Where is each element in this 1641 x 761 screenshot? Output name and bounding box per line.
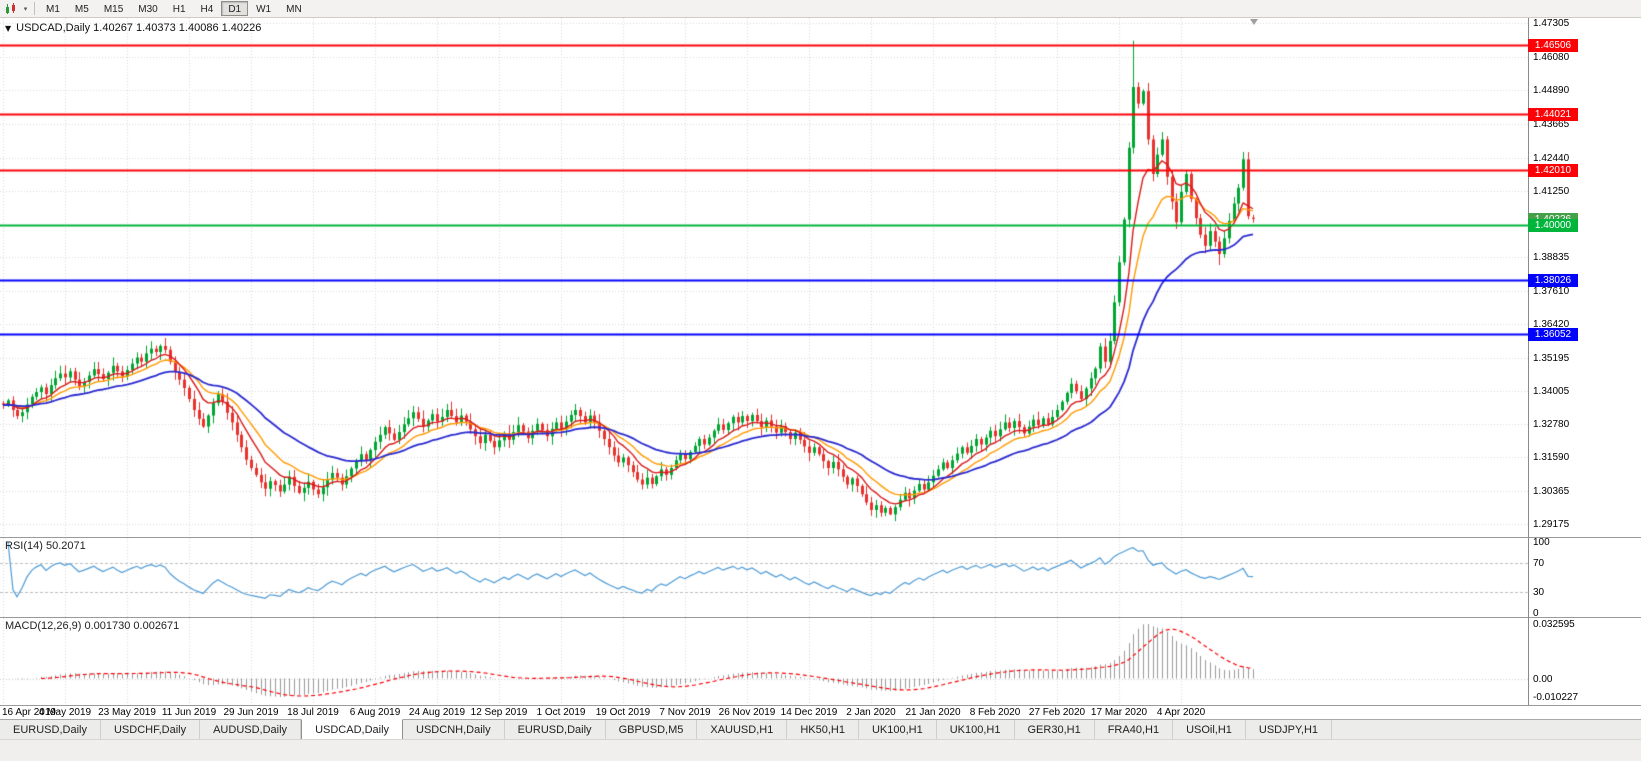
macd-axis-label: 0.00 [1533, 674, 1553, 685]
macd-axis-label: 0.032595 [1533, 619, 1575, 630]
rsi-indicator-label: RSI(14) 50.2071 [5, 540, 86, 552]
price-axis-label: 1.42440 [1533, 153, 1570, 164]
chart-type-icon[interactable] [3, 1, 21, 16]
price-axis-label: 1.31590 [1533, 452, 1570, 463]
status-bar [0, 739, 1641, 761]
pane-splitter-dates [0, 705, 1641, 706]
timeframe-button-d1[interactable]: D1 [221, 1, 249, 16]
rsi-axis-label: 100 [1533, 537, 1550, 548]
date-axis-label: 6 Aug 2019 [349, 707, 401, 718]
date-axis-label: 4 May 2019 [38, 707, 92, 718]
price-axis-label: 1.36420 [1533, 319, 1570, 330]
date-axis-label: 14 Dec 2019 [780, 707, 838, 718]
price-axis-label: 1.35195 [1533, 353, 1570, 364]
macd-axis-label: -0.010227 [1533, 692, 1579, 703]
timeframe-button-m1[interactable]: M1 [46, 4, 60, 15]
chart-tab-usdcad-daily[interactable]: USDCAD,Daily [301, 719, 404, 739]
price-axis-label: 1.43665 [1533, 119, 1570, 130]
date-axis-label: 29 Jun 2019 [223, 707, 279, 718]
toolbar-separator [34, 2, 35, 15]
chart-tab-usdjpy-h1[interactable]: USDJPY,H1 [1246, 720, 1333, 739]
timeframe-button-w1[interactable]: W1 [256, 4, 272, 15]
timeframe-button-h4[interactable]: H4 [200, 4, 214, 15]
date-axis-label: 16 Apr 2019 [2, 707, 56, 718]
level-price-badge: 1.42010 [1528, 164, 1578, 177]
rsi-axis-label: 0 [1533, 608, 1539, 619]
pane-splitter-rsi[interactable] [0, 537, 1641, 538]
level-price-badge: 1.44021 [1528, 108, 1578, 121]
date-axis-label: 17 Mar 2020 [1090, 707, 1148, 718]
chart-tab-ger30-h1[interactable]: GER30,H1 [1015, 720, 1095, 739]
chart-ohlc-title: ▼ USDCAD,Daily 1.40267 1.40373 1.40086 1… [5, 22, 261, 34]
date-axis-label: 27 Feb 2020 [1028, 707, 1086, 718]
bottom-tabs: EURUSD,Daily USDCHF,Daily AUDUSD,Daily USDC… [0, 719, 1641, 739]
date-axis-label: 12 Sep 2019 [470, 707, 528, 718]
date-axis-label: 7 Nov 2019 [659, 707, 711, 718]
price-axis-label: 1.47305 [1533, 18, 1570, 29]
price-axis-label: 1.32780 [1533, 419, 1570, 430]
chart-tab-xauusd-h1[interactable]: XAUUSD,H1 [697, 720, 788, 739]
toolbar: ▾ M1 M5 M15 M30 H1 H4 D1 W1 MN [0, 0, 1641, 18]
chart-tab-usoil-h1[interactable]: USOil,H1 [1173, 720, 1246, 739]
date-axis-label: 24 Aug 2019 [408, 707, 466, 718]
level-price-badge: 1.46506 [1528, 39, 1578, 52]
chart-tab-fra40-h1[interactable]: FRA40,H1 [1095, 720, 1174, 739]
macd-panel-canvas[interactable] [0, 618, 1528, 705]
chart-tab-gbpusd-m5[interactable]: GBPUSD,M5 [606, 720, 698, 739]
price-axis-label: 1.41250 [1533, 186, 1570, 197]
date-axis: 16 Apr 2019 4 May 2019 23 May 2019 11 Jun 2… [0, 706, 1641, 719]
chart-tab-eurusd-daily[interactable]: EURUSD,Daily [0, 720, 101, 739]
price-axis-label: 1.30365 [1533, 486, 1570, 497]
chart-tab-eurusd-daily[interactable]: EURUSD,Daily [505, 720, 606, 739]
chart-title-text: USDCAD,Daily 1.40267 1.40373 1.40086 1.4… [16, 22, 262, 34]
date-axis-label: 11 Jun 2019 [161, 707, 217, 718]
date-axis-label: 2 Jan 2020 [846, 707, 896, 718]
chart-tab-hk50-h1[interactable]: HK50,H1 [787, 720, 859, 739]
chart-tab-usdcnh-daily[interactable]: USDCNH,Daily [403, 720, 505, 739]
date-axis-label: 23 May 2019 [98, 707, 156, 718]
price-axis-label: 1.37610 [1533, 286, 1570, 297]
date-axis-label: 18 Jul 2019 [287, 707, 339, 718]
price-axis-label: 1.29175 [1533, 519, 1570, 530]
date-axis-label: 4 Apr 2020 [1156, 707, 1206, 718]
date-axis-label: 21 Jan 2020 [905, 707, 961, 718]
date-axis-label: 1 Oct 2019 [536, 707, 586, 718]
level-price-badge: 1.38026 [1528, 274, 1578, 287]
timeframe-button-m15[interactable]: M15 [103, 4, 124, 15]
price-axis-label: 1.44890 [1533, 85, 1570, 96]
timeframe-button-mn[interactable]: MN [286, 4, 302, 15]
price-axis-label: 1.34005 [1533, 386, 1570, 397]
timeframe-button-m5[interactable]: M5 [74, 4, 89, 15]
price-axis-label: 1.46080 [1533, 52, 1570, 63]
chart-tab-uk100-h1[interactable]: UK100,H1 [859, 720, 937, 739]
timeframe-toolbar: M1 M5 M15 M30 H1 H4 D1 W1 MN [39, 1, 310, 16]
chart-type-icon-glyph [6, 2, 15, 14]
chart-tab-usdchf-daily[interactable]: USDCHF,Daily [101, 720, 201, 739]
price-axis-separator [1528, 18, 1529, 705]
date-axis-label: 8 Feb 2020 [969, 707, 1021, 718]
price-chart-canvas[interactable] [0, 18, 1528, 537]
pane-splitter-macd[interactable] [0, 617, 1641, 618]
level-price-badge: 1.36052 [1528, 328, 1578, 341]
timeframe-button-h1[interactable]: H1 [172, 4, 186, 15]
date-axis-label: 26 Nov 2019 [718, 707, 776, 718]
price-axis-label: 1.38835 [1533, 252, 1570, 263]
chart-window: ▼ USDCAD,Daily 1.40267 1.40373 1.40086 1… [0, 18, 1641, 719]
chart-type-dropdown-icon[interactable]: ▾ [23, 4, 28, 13]
chart-shift-marker[interactable] [1250, 19, 1258, 25]
date-axis-label: 19 Oct 2019 [595, 707, 651, 718]
rsi-axis-label: 70 [1533, 558, 1545, 569]
chart-tab-audusd-daily[interactable]: AUDUSD,Daily [200, 720, 302, 739]
macd-indicator-label: MACD(12,26,9) 0.001730 0.002671 [5, 620, 180, 632]
chart-tab-uk100-h1[interactable]: UK100,H1 [937, 720, 1015, 739]
rsi-axis-label: 30 [1533, 587, 1545, 598]
symbol-dropdown-icon[interactable]: ▼ [5, 23, 12, 33]
level-price-badge: 1.40000 [1528, 219, 1578, 232]
timeframe-button-m30[interactable]: M30 [138, 4, 158, 15]
rsi-panel-canvas[interactable] [0, 538, 1528, 617]
